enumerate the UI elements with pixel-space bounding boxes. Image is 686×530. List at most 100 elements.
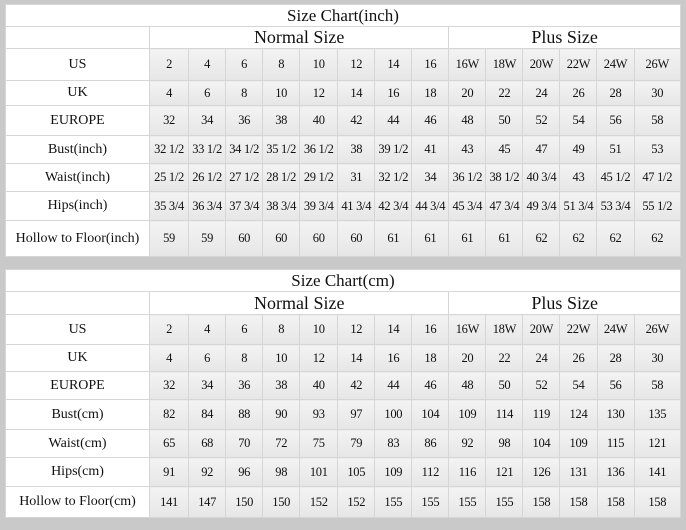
table-cell: 38 bbox=[337, 135, 376, 164]
size-chart-inch: Size Chart(inch) Normal Size Plus Size US 2 4… bbox=[4, 4, 681, 257]
table-cell: 50 bbox=[485, 371, 524, 400]
table-cell: 30 bbox=[633, 344, 682, 372]
table-cell: 115 bbox=[596, 429, 635, 458]
table-cell: 20W bbox=[522, 48, 561, 81]
table-cell: 28 1/2 bbox=[262, 163, 301, 192]
table-cell: 104 bbox=[411, 399, 450, 430]
table-cell: 44 bbox=[374, 371, 413, 400]
table-cell: 152 bbox=[337, 486, 376, 518]
table-row: Waist(cm) 65 68 70 72 75 79 83 86 92 98 104 109 115 12… bbox=[4, 429, 682, 458]
table-cell: 40 3/4 bbox=[522, 163, 561, 192]
table-cell: 60 bbox=[262, 220, 301, 257]
table-cell: 22W bbox=[559, 48, 598, 81]
table-cell: 131 bbox=[559, 457, 598, 487]
row-label: US bbox=[4, 314, 151, 345]
table-cell: 30 bbox=[633, 80, 681, 106]
table-cell: 83 bbox=[374, 429, 413, 458]
table-cell: 155 bbox=[374, 486, 413, 518]
size-chart-cm: Size Chart(cm) Normal Size Plus Size US 2 4 6 8… bbox=[4, 269, 682, 518]
table-cell: 101 bbox=[299, 457, 339, 487]
table-cell: 29 1/2 bbox=[299, 163, 339, 192]
table-cell: 47 1/2 bbox=[633, 163, 681, 192]
table-cell: 34 bbox=[188, 105, 227, 136]
table-cell: 32 bbox=[149, 105, 190, 136]
table-cell: 98 bbox=[262, 457, 301, 487]
table-cell: 4 bbox=[188, 48, 227, 81]
row-label: US bbox=[4, 48, 151, 81]
table-cell: 52 bbox=[522, 105, 561, 136]
table-cell: 152 bbox=[299, 486, 339, 518]
table-cell: 92 bbox=[188, 457, 227, 487]
table-cell: 109 bbox=[559, 429, 598, 458]
table-cell: 22W bbox=[559, 314, 598, 345]
table-cell: 22 bbox=[485, 80, 524, 106]
row-label: Bust(cm) bbox=[4, 399, 151, 430]
table-cell: 48 bbox=[448, 371, 487, 400]
row-label: UK bbox=[4, 344, 151, 372]
table-cell: 24 bbox=[522, 344, 561, 372]
table-row: Bust(inch) 32 1/2 33 1/2 34 1/2 35 1/2 36 1/2… bbox=[4, 135, 681, 164]
table-cell: 158 bbox=[633, 486, 682, 518]
table-cell: 43 bbox=[448, 135, 487, 164]
table-cell: 25 1/2 bbox=[149, 163, 190, 192]
table-cell: 14 bbox=[337, 80, 376, 106]
table-cell: 141 bbox=[633, 457, 682, 487]
table-cell: 42 bbox=[337, 105, 376, 136]
table-cell: 158 bbox=[559, 486, 598, 518]
table-cell: 36 bbox=[225, 105, 264, 136]
table-cell: 97 bbox=[337, 399, 376, 430]
table-cell: 39 1/2 bbox=[374, 135, 413, 164]
table-cell: 16 bbox=[374, 344, 413, 372]
table-cell: 51 bbox=[596, 135, 635, 164]
group-normal-size: Normal Size bbox=[149, 26, 450, 49]
row-label: Bust(inch) bbox=[4, 135, 151, 164]
group-plus-size: Plus Size bbox=[448, 291, 681, 315]
table-cell: 10 bbox=[299, 314, 339, 345]
table-cell: 32 1/2 bbox=[149, 135, 190, 164]
table-cell: 26W bbox=[633, 48, 681, 81]
table-cell: 16 bbox=[411, 314, 450, 345]
blank-cell bbox=[4, 26, 151, 49]
table-cell: 56 bbox=[596, 105, 635, 136]
table-cell: 47 bbox=[522, 135, 561, 164]
table-cell: 32 bbox=[149, 371, 190, 400]
table-cell: 44 bbox=[374, 105, 413, 136]
table-cell: 49 bbox=[559, 135, 598, 164]
table-cell: 58 bbox=[633, 371, 682, 400]
table-cell: 72 bbox=[262, 429, 301, 458]
size-table: Size Chart(cm) Normal Size Plus Size US 2 4 6 8… bbox=[4, 269, 682, 518]
table-cell: 61 bbox=[374, 220, 413, 257]
table-cell: 20 bbox=[448, 80, 487, 106]
row-label: Hips(inch) bbox=[4, 191, 151, 221]
table-cell: 6 bbox=[225, 48, 264, 81]
table-cell: 10 bbox=[262, 344, 301, 372]
table-cell: 136 bbox=[596, 457, 635, 487]
row-label: Hips(cm) bbox=[4, 457, 151, 487]
table-cell: 116 bbox=[448, 457, 487, 487]
table-cell: 121 bbox=[633, 429, 682, 458]
table-cell: 70 bbox=[225, 429, 264, 458]
table-cell: 26W bbox=[633, 314, 682, 345]
table-cell: 16 bbox=[411, 48, 450, 81]
table-row: Waist(inch) 25 1/2 26 1/2 27 1/2 28 1/2 29 1/… bbox=[4, 163, 681, 192]
table-cell: 141 bbox=[149, 486, 190, 518]
table-cell: 38 bbox=[262, 105, 301, 136]
table-cell: 54 bbox=[559, 105, 598, 136]
table-row: Hollow to Floor(cm) 141 147 150 150 152 152 155… bbox=[4, 486, 682, 518]
table-cell: 65 bbox=[149, 429, 190, 458]
table-row: Hips(cm) 91 92 96 98 101 105 109 112 116 121 126 131… bbox=[4, 457, 682, 487]
table-cell: 8 bbox=[225, 80, 264, 106]
table-row: EUROPE 32 34 36 38 40 42 44 46 48 50 52 54 56 58 bbox=[4, 371, 682, 400]
table-cell: 88 bbox=[225, 399, 264, 430]
table-cell: 6 bbox=[188, 80, 227, 106]
table-cell: 124 bbox=[559, 399, 598, 430]
table-cell: 68 bbox=[188, 429, 227, 458]
table-cell: 82 bbox=[149, 399, 190, 430]
table-cell: 90 bbox=[262, 399, 301, 430]
group-header-row: Normal Size Plus Size bbox=[4, 26, 681, 49]
table-cell: 147 bbox=[188, 486, 227, 518]
table-cell: 36 bbox=[225, 371, 264, 400]
table-cell: 10 bbox=[299, 48, 339, 81]
table-cell: 91 bbox=[149, 457, 190, 487]
table-cell: 100 bbox=[374, 399, 413, 430]
